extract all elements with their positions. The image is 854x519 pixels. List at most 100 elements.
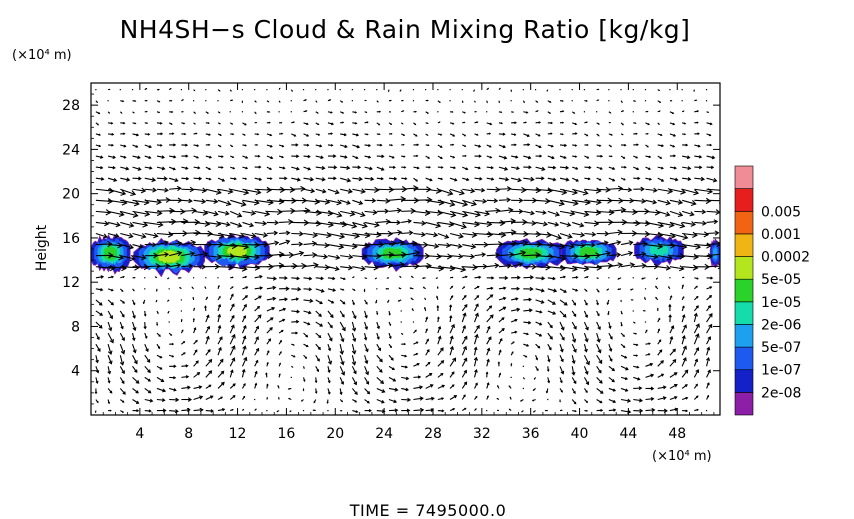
wind-vector bbox=[682, 264, 699, 271]
wind-vector bbox=[241, 395, 246, 400]
wind-vector bbox=[254, 274, 263, 279]
wind-vector bbox=[486, 347, 491, 356]
wind-vector bbox=[474, 382, 478, 389]
wind-vector bbox=[242, 188, 262, 196]
wind-vector bbox=[107, 366, 112, 375]
wind-vector bbox=[120, 188, 137, 197]
wind-vector bbox=[523, 165, 532, 170]
wind-vector bbox=[655, 277, 659, 280]
wind-vector bbox=[191, 286, 195, 290]
wind-vector bbox=[352, 221, 368, 229]
wind-vector bbox=[608, 376, 615, 383]
wind-vector bbox=[572, 188, 589, 196]
wind-vector bbox=[291, 185, 306, 192]
wind-vector bbox=[205, 277, 207, 279]
wind-vector bbox=[314, 388, 318, 394]
wind-vector bbox=[351, 100, 353, 102]
wind-vector bbox=[706, 323, 713, 334]
wind-vector bbox=[425, 133, 429, 136]
wind-vector bbox=[508, 385, 512, 389]
wind-vector bbox=[107, 221, 121, 228]
wind-vector bbox=[617, 288, 622, 291]
wind-vector bbox=[657, 360, 664, 367]
wind-vector bbox=[364, 155, 372, 159]
wind-vector bbox=[449, 276, 454, 279]
wind-vector bbox=[596, 354, 603, 365]
wind-vector bbox=[291, 276, 301, 281]
wind-vector bbox=[547, 121, 554, 125]
wind-vector bbox=[168, 166, 176, 171]
wind-vector bbox=[681, 284, 685, 289]
wind-vector bbox=[339, 100, 344, 103]
wind-vector bbox=[694, 121, 699, 124]
wind-vector bbox=[156, 155, 165, 159]
wind-vector bbox=[266, 317, 274, 323]
wind-vector bbox=[266, 198, 285, 205]
wind-vector bbox=[669, 188, 687, 195]
wind-vector bbox=[681, 122, 687, 125]
wind-vector bbox=[547, 398, 549, 401]
wind-vector bbox=[473, 333, 479, 345]
wind-vector bbox=[376, 365, 383, 373]
wind-vector bbox=[535, 264, 552, 271]
wind-vector bbox=[241, 315, 247, 323]
wind-vector bbox=[229, 286, 234, 290]
wind-vector bbox=[608, 100, 610, 102]
wind-vector bbox=[632, 111, 634, 113]
wind-vector bbox=[193, 339, 198, 345]
wind-vector bbox=[425, 265, 445, 272]
wind-vector bbox=[266, 208, 283, 216]
wind-vector bbox=[486, 358, 490, 367]
wind-vector bbox=[291, 365, 294, 368]
wind-vector bbox=[156, 332, 161, 337]
wind-vector bbox=[156, 121, 163, 125]
wind-vector bbox=[620, 89, 622, 91]
wind-vector bbox=[633, 386, 643, 391]
wind-vector bbox=[217, 122, 221, 125]
wind-vector bbox=[706, 240, 720, 248]
wind-vector bbox=[327, 377, 331, 384]
wind-vector bbox=[205, 370, 213, 378]
wind-vector bbox=[108, 88, 111, 91]
wind-vector bbox=[669, 144, 676, 148]
wind-vector bbox=[144, 277, 146, 279]
wind-vector bbox=[645, 166, 651, 170]
wind-vector bbox=[364, 176, 375, 181]
wind-vector bbox=[474, 210, 491, 217]
wind-vector bbox=[132, 99, 137, 103]
wind-vector bbox=[217, 381, 225, 389]
wind-vector bbox=[315, 122, 320, 126]
wind-vector bbox=[694, 132, 700, 136]
wind-vector bbox=[461, 303, 468, 312]
wind-vector bbox=[217, 396, 224, 400]
colorbar-swatch bbox=[734, 256, 754, 280]
wind-vector bbox=[486, 186, 501, 193]
wind-vector bbox=[511, 121, 517, 125]
wind-vector bbox=[681, 276, 685, 279]
wind-vector bbox=[254, 100, 257, 103]
wind-vector bbox=[437, 253, 453, 260]
wind-vector bbox=[291, 297, 300, 301]
wind-vector bbox=[95, 187, 115, 194]
wind-vector bbox=[531, 398, 536, 402]
wind-vector bbox=[107, 177, 118, 182]
wind-vector bbox=[254, 286, 264, 290]
wind-vector bbox=[620, 365, 629, 371]
wind-vector bbox=[132, 321, 137, 332]
wind-vector bbox=[144, 398, 154, 403]
wind-vector bbox=[535, 276, 546, 281]
wind-vector bbox=[694, 277, 699, 280]
wind-vector bbox=[437, 242, 452, 248]
wind-vector bbox=[498, 349, 502, 356]
wind-vector bbox=[681, 314, 686, 323]
wind-vector bbox=[413, 209, 431, 216]
wind-vector bbox=[596, 376, 603, 384]
wind-vector bbox=[596, 154, 604, 158]
wind-vector bbox=[205, 296, 208, 301]
wind-vector bbox=[340, 254, 354, 260]
wind-vector bbox=[95, 165, 104, 170]
wind-vector bbox=[511, 307, 521, 312]
wind-vector bbox=[486, 166, 494, 170]
wind-vector bbox=[645, 221, 665, 229]
wind-vector bbox=[364, 299, 368, 305]
